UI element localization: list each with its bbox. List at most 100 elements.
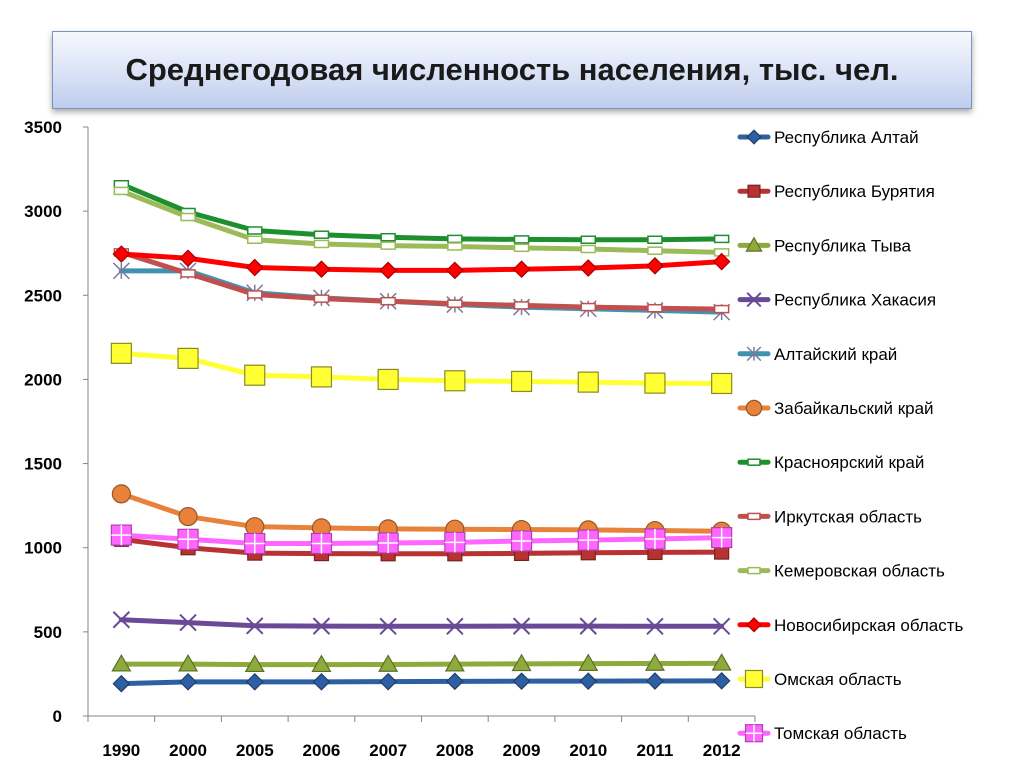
- legend-item: Алтайский край: [737, 345, 897, 364]
- x-tick-label: 2012: [703, 741, 741, 760]
- legend-label: Республика Тыва: [774, 236, 912, 255]
- data-point: [578, 653, 599, 672]
- y-tick-label: 2500: [24, 286, 62, 305]
- data-point: [447, 242, 463, 251]
- data-point: [444, 653, 465, 672]
- legend-label: Омская область: [774, 670, 902, 689]
- data-point: [245, 672, 264, 691]
- legend-label: Республика Бурятия: [774, 182, 935, 201]
- data-point: [512, 260, 531, 279]
- data-point: [178, 653, 199, 672]
- data-point: [646, 256, 664, 275]
- data-point: [513, 301, 530, 310]
- data-point: [579, 617, 597, 635]
- data-point: [446, 261, 464, 280]
- series-8: [113, 248, 730, 314]
- data-point: [379, 617, 397, 636]
- data-point: [644, 653, 665, 671]
- legend-marker: [744, 724, 764, 743]
- legend-marker: [745, 236, 763, 252]
- data-point: [110, 524, 132, 546]
- data-point: [312, 260, 331, 279]
- data-point: [712, 617, 731, 636]
- legend-label: Республика Хакасия: [774, 291, 936, 310]
- data-point: [312, 672, 331, 691]
- legend-label: Красноярский край: [774, 453, 924, 472]
- data-point: [511, 653, 532, 672]
- data-point: [379, 672, 397, 691]
- data-point: [380, 241, 396, 250]
- data-point: [712, 252, 731, 271]
- data-point: [579, 259, 598, 277]
- series-11: [110, 342, 733, 395]
- y-tick-label: 3000: [24, 202, 62, 221]
- chart-title-box: Среднегодовая численность населения, тыс…: [52, 31, 972, 109]
- data-point: [247, 235, 263, 245]
- data-point: [711, 372, 733, 395]
- data-point: [512, 672, 531, 691]
- series-12: [110, 524, 733, 555]
- legend-label: Иркутская область: [774, 507, 922, 526]
- legend-marker: [747, 184, 761, 198]
- series-line: [118, 617, 725, 629]
- x-tick-label: 2011: [637, 741, 674, 760]
- data-point: [178, 506, 198, 527]
- data-point: [310, 366, 333, 388]
- data-point: [244, 532, 266, 555]
- data-point: [713, 234, 730, 244]
- legend-marker: [745, 399, 763, 417]
- data-point: [112, 262, 130, 280]
- data-point: [313, 239, 330, 249]
- series-line: [118, 188, 725, 255]
- series-line: [118, 181, 725, 243]
- data-point: [711, 527, 733, 549]
- series-1: [112, 671, 731, 693]
- y-tick-label: 1000: [24, 539, 62, 558]
- data-point: [379, 261, 397, 280]
- legend-item: Омская область: [737, 669, 902, 689]
- data-point: [447, 299, 463, 308]
- data-point: [177, 528, 199, 550]
- data-point: [580, 235, 596, 245]
- data-point: [378, 654, 399, 672]
- data-point: [577, 529, 599, 551]
- legend-label: Республика Алтай: [774, 128, 919, 147]
- series-6: [111, 484, 732, 541]
- data-point: [711, 653, 732, 671]
- legend-label: Новосибирская область: [774, 616, 963, 635]
- data-point: [111, 653, 132, 672]
- data-point: [647, 246, 663, 255]
- data-point: [179, 613, 197, 632]
- data-point: [244, 364, 266, 386]
- x-tick-label: 2010: [569, 741, 607, 760]
- x-tick-label: 2007: [369, 741, 407, 760]
- data-point: [113, 179, 130, 189]
- y-tick-label: 3500: [24, 118, 62, 137]
- x-tick-label: 2006: [303, 741, 341, 760]
- data-point: [112, 245, 131, 263]
- x-tick-label: 2008: [436, 741, 474, 760]
- data-point: [377, 532, 399, 554]
- legend-marker: [746, 617, 762, 633]
- series-7: [113, 179, 730, 245]
- data-point: [644, 372, 666, 394]
- data-point: [312, 617, 331, 635]
- legend-item: Иркутская область: [737, 507, 922, 526]
- legend-label: Алтайский край: [774, 345, 897, 364]
- x-tick-label: 2009: [503, 741, 541, 760]
- legend-item: Республика Тыва: [737, 236, 912, 255]
- legend-marker: [747, 458, 761, 466]
- series-10: [112, 245, 731, 280]
- data-point: [513, 243, 530, 253]
- data-point: [180, 212, 196, 222]
- legend-item: Кемеровская область: [737, 562, 945, 581]
- data-point: [311, 654, 332, 673]
- data-point: [113, 186, 130, 196]
- x-tick-label: 1990: [102, 741, 140, 760]
- data-point: [180, 269, 196, 278]
- legend-marker: [746, 346, 762, 362]
- series-line: [118, 350, 725, 386]
- legend-item: Забайкальский край: [737, 399, 934, 418]
- data-point: [647, 235, 663, 245]
